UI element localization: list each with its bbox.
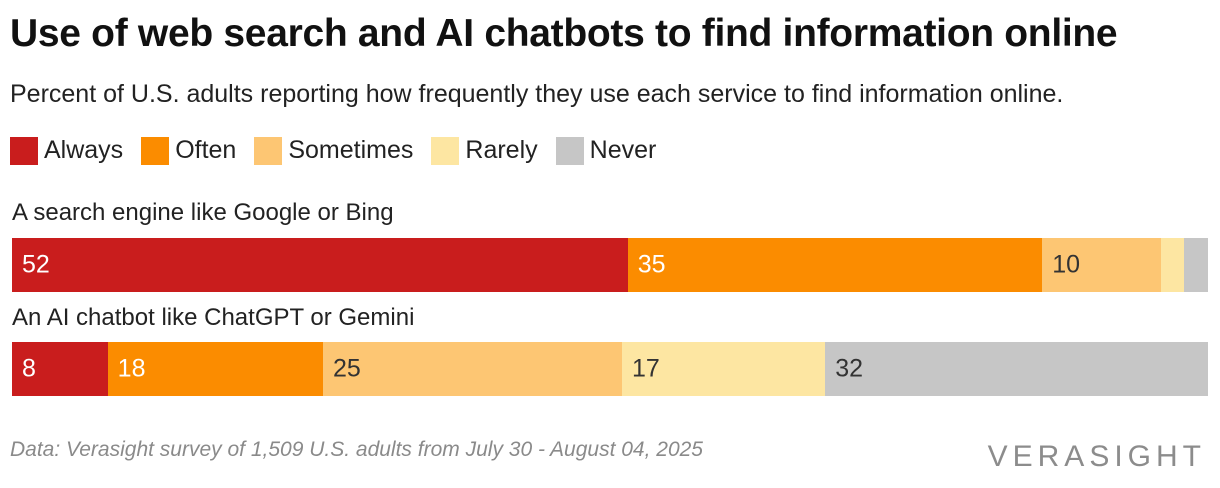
- legend-item-rarely: Rarely: [431, 136, 538, 165]
- legend-item-never: Never: [555, 136, 657, 165]
- chart-subtitle: Percent of U.S. adults reporting how fre…: [10, 80, 1064, 108]
- bar-segment-sometimes: 10: [1042, 238, 1161, 292]
- data-label: 17: [631, 354, 660, 383]
- category-label-search-engine: A search engine like Google or Bing: [12, 199, 394, 226]
- legend-label-often: Often: [175, 136, 237, 164]
- bar-segment-always: 8: [12, 342, 108, 396]
- bar-segment-often: 35: [627, 238, 1043, 292]
- bar-segment-never: 32: [825, 342, 1208, 396]
- data-label: 35: [637, 250, 666, 279]
- legend-swatch-never: [555, 136, 584, 165]
- bar-segment-never: [1184, 238, 1208, 292]
- bar-segment-sometimes: 25: [322, 342, 622, 396]
- legend-item-often: Often: [141, 136, 236, 165]
- brand-logo: VERASIGHT: [987, 440, 1206, 473]
- data-label: 18: [117, 354, 146, 383]
- legend-swatch-rarely: [431, 136, 460, 165]
- data-label: 32: [835, 354, 864, 383]
- category-label-ai-chatbot: An AI chatbot like ChatGPT or Gemini: [12, 304, 415, 331]
- legend-label-never: Never: [589, 136, 657, 164]
- bar-search-engine: 52 35 10: [12, 238, 1208, 292]
- bar-segment-rarely: [1160, 238, 1185, 292]
- legend-label-sometimes: Sometimes: [288, 136, 414, 164]
- bar-segment-always: 52: [12, 238, 628, 292]
- legend-item-always: Always: [10, 136, 123, 165]
- chart-title: Use of web search and AI chatbots to fin…: [10, 12, 1118, 55]
- legend: Always Often Sometimes Rarely Never: [10, 136, 656, 165]
- legend-label-always: Always: [44, 136, 124, 164]
- legend-label-rarely: Rarely: [465, 136, 538, 164]
- legend-swatch-always: [10, 136, 38, 165]
- data-label: 52: [22, 250, 50, 279]
- data-label: 25: [332, 354, 361, 383]
- bar-ai-chatbot: 8 18 25 17 32: [12, 342, 1208, 396]
- source-note: Data: Verasight survey of 1,509 U.S. adu…: [10, 438, 703, 461]
- legend-swatch-often: [141, 136, 170, 165]
- data-label: 10: [1052, 250, 1081, 279]
- bar-segment-often: 18: [107, 342, 323, 396]
- bar-segment-rarely: 17: [621, 342, 826, 396]
- legend-item-sometimes: Sometimes: [254, 136, 413, 165]
- data-label: 8: [22, 354, 36, 383]
- legend-swatch-sometimes: [254, 136, 283, 165]
